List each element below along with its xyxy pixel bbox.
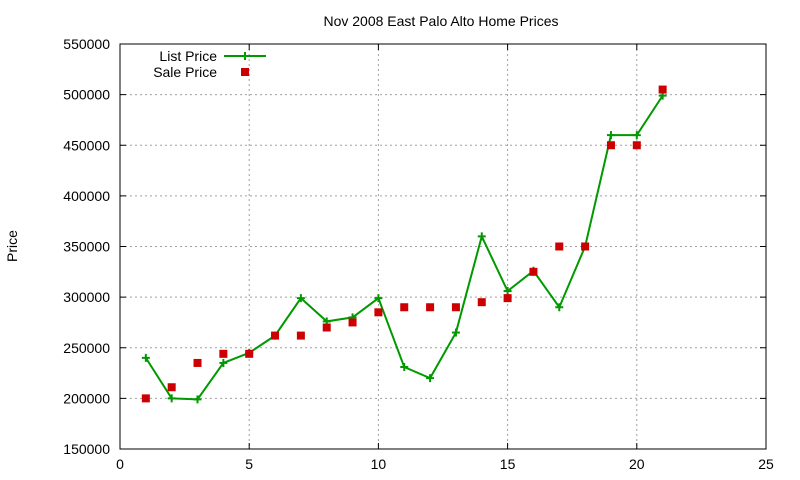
y-tick-label: 500000: [63, 87, 110, 103]
list-price-point: [193, 395, 202, 404]
axis-ticks: 0 5 10 15 20 25 150000 200000 250000 300000 350000…: [63, 36, 774, 472]
sale-price-point: [529, 267, 538, 276]
sale-price-point: [555, 242, 564, 251]
x-tick-label: 0: [116, 456, 124, 472]
sale-price-point: [322, 323, 331, 332]
list-price-point: [606, 131, 615, 140]
legend-square-sample: [241, 68, 249, 76]
list-price-point: [555, 303, 564, 312]
list-price-point: [503, 287, 512, 296]
y-tick-label: 200000: [63, 390, 110, 406]
y-tick-label: 450000: [63, 137, 110, 153]
sale-price-point: [400, 303, 409, 312]
list-price-point: [219, 358, 228, 367]
sale-price-point: [477, 298, 486, 307]
sale-price-point: [374, 308, 383, 317]
list-price-point: [400, 362, 409, 371]
y-tick-label: 150000: [63, 441, 110, 457]
list-price-point: [374, 294, 383, 303]
x-tick-label: 25: [758, 456, 774, 472]
list-price-point: [141, 353, 150, 362]
sale-price-point: [348, 318, 357, 327]
sale-price-point: [426, 303, 435, 312]
x-tick-label: 10: [371, 456, 387, 472]
sale-price-point: [606, 141, 615, 150]
sale-price-point: [271, 331, 280, 340]
sale-price-point: [658, 85, 667, 94]
legend-label: Sale Price: [153, 64, 217, 80]
grid-lines: [120, 44, 766, 449]
sale-price-point: [632, 141, 641, 150]
list-price-point: [632, 131, 641, 140]
sale-price-point: [451, 303, 460, 312]
data-series: [141, 85, 667, 404]
y-axis-label: Price: [4, 230, 20, 262]
y-tick-label: 250000: [63, 340, 110, 356]
sale-price-point: [581, 242, 590, 251]
sale-price-point: [296, 331, 305, 340]
sale-price-point: [219, 349, 228, 358]
list-price-point: [477, 232, 486, 241]
x-tick-label: 20: [629, 456, 645, 472]
y-tick-label: 550000: [63, 36, 110, 52]
legend-cross-sample: [241, 52, 249, 60]
y-tick-label: 300000: [63, 289, 110, 305]
y-tick-label: 350000: [63, 239, 110, 255]
sale-price-point: [245, 349, 254, 358]
list-price-point: [426, 374, 435, 383]
sale-price-point: [503, 294, 512, 303]
list-price-point: [167, 394, 176, 403]
list-price-point: [451, 328, 460, 337]
x-tick-label: 15: [500, 456, 516, 472]
y-tick-label: 400000: [63, 188, 110, 204]
list-price-point: [296, 294, 305, 303]
sale-price-point: [141, 394, 150, 403]
chart-title: Nov 2008 East Palo Alto Home Prices: [323, 13, 558, 29]
x-tick-label: 5: [245, 456, 253, 472]
sale-price-point: [193, 358, 202, 367]
sale-price-point: [167, 383, 176, 392]
legend-label: List Price: [159, 48, 217, 64]
